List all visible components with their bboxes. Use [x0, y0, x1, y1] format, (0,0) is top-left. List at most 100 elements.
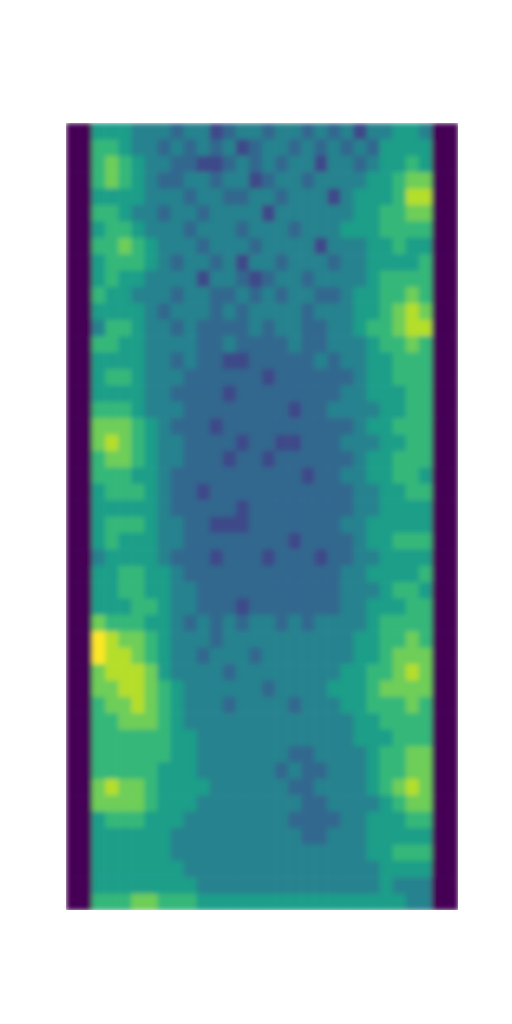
heatmap-cell — [249, 582, 263, 599]
heatmap-cell — [262, 205, 276, 222]
heatmap-cell — [131, 139, 145, 156]
heatmap-cell — [118, 500, 132, 517]
heatmap-cell — [171, 303, 185, 320]
heatmap-cell — [419, 697, 433, 714]
heatmap-cell — [66, 287, 80, 304]
heatmap-cell — [419, 631, 433, 648]
heatmap-cell — [197, 221, 211, 238]
heatmap-cell — [288, 648, 302, 665]
heatmap-cell — [66, 730, 80, 747]
heatmap-cell — [105, 303, 119, 320]
heatmap-cell — [79, 123, 93, 140]
heatmap-cell — [367, 369, 381, 386]
heatmap-cell — [210, 139, 224, 156]
heatmap-cell — [144, 894, 158, 910]
heatmap-cell — [92, 746, 106, 763]
heatmap-cell — [275, 828, 289, 845]
heatmap-cell — [184, 254, 198, 271]
heatmap-cell — [197, 549, 211, 566]
heatmap-cell — [367, 172, 381, 189]
heatmap-cell — [92, 369, 106, 386]
heatmap-cell — [262, 271, 276, 288]
heatmap-cell — [236, 631, 250, 648]
heatmap-cell — [327, 156, 341, 173]
heatmap-cell — [340, 435, 354, 452]
heatmap-cell — [66, 172, 80, 189]
heatmap-cell — [184, 795, 198, 812]
heatmap-cell — [432, 271, 446, 288]
heatmap-cell — [275, 861, 289, 878]
heatmap-cell — [393, 697, 407, 714]
heatmap-cell — [380, 320, 394, 337]
heatmap-cell — [79, 566, 93, 583]
heatmap-cell — [353, 320, 367, 337]
heatmap-cell — [353, 156, 367, 173]
heatmap-cell — [236, 894, 250, 910]
heatmap-cell — [432, 664, 446, 681]
heatmap-cell — [327, 385, 341, 402]
heatmap-cell — [236, 648, 250, 665]
heatmap-cell — [171, 631, 185, 648]
heatmap-cell — [262, 582, 276, 599]
heatmap-cell — [223, 533, 237, 550]
heatmap-cell — [223, 795, 237, 812]
heatmap-cell — [131, 713, 145, 730]
heatmap-cell — [380, 205, 394, 222]
heatmap-cell — [314, 303, 328, 320]
heatmap-cell — [92, 713, 106, 730]
heatmap-cell — [118, 664, 132, 681]
heatmap-cell — [301, 172, 315, 189]
heatmap-cell — [393, 500, 407, 517]
heatmap-cell — [275, 500, 289, 517]
heatmap-cell — [144, 172, 158, 189]
heatmap-cell — [157, 254, 171, 271]
heatmap-cell — [353, 746, 367, 763]
heatmap-cell — [353, 467, 367, 484]
chart — [0, 0, 512, 1024]
heatmap-cell — [353, 221, 367, 238]
heatmap-cell — [171, 402, 185, 419]
heatmap-cell — [288, 402, 302, 419]
heatmap-cell — [144, 713, 158, 730]
heatmap-cell — [445, 615, 458, 632]
heatmap-cell — [340, 205, 354, 222]
heatmap-cell — [353, 517, 367, 534]
heatmap-cell — [406, 762, 420, 779]
heatmap-cell — [380, 828, 394, 845]
heatmap-cell — [367, 402, 381, 419]
heatmap-cell — [327, 238, 341, 255]
heatmap-cell — [184, 189, 198, 206]
heatmap-cell — [66, 385, 80, 402]
heatmap-cell — [210, 156, 224, 173]
heatmap-cell — [393, 582, 407, 599]
heatmap-cell — [327, 336, 341, 353]
heatmap-cell — [275, 664, 289, 681]
heatmap-cell — [393, 287, 407, 304]
heatmap-cell — [445, 303, 458, 320]
heatmap-cell — [249, 664, 263, 681]
heatmap-cell — [340, 320, 354, 337]
heatmap-cell — [184, 451, 198, 468]
heatmap-cell — [118, 844, 132, 861]
heatmap-cell — [223, 238, 237, 255]
heatmap-cell — [118, 566, 132, 583]
heatmap-cell — [314, 631, 328, 648]
heatmap-cell — [210, 500, 224, 517]
heatmap-cell — [66, 418, 80, 435]
heatmap-cell — [432, 451, 446, 468]
heatmap-cell — [353, 271, 367, 288]
heatmap-cell — [301, 566, 315, 583]
heatmap-cell — [210, 631, 224, 648]
heatmap-cell — [432, 517, 446, 534]
heatmap-cell — [275, 451, 289, 468]
heatmap-cell — [262, 844, 276, 861]
heatmap-cell — [105, 484, 119, 501]
heatmap-cell — [223, 287, 237, 304]
heatmap-cell — [262, 680, 276, 697]
heatmap-cell — [210, 648, 224, 665]
heatmap-cell — [353, 353, 367, 370]
heatmap-cell — [118, 598, 132, 615]
heatmap-cell — [236, 205, 250, 222]
heatmap-cell — [249, 451, 263, 468]
heatmap-cell — [419, 713, 433, 730]
